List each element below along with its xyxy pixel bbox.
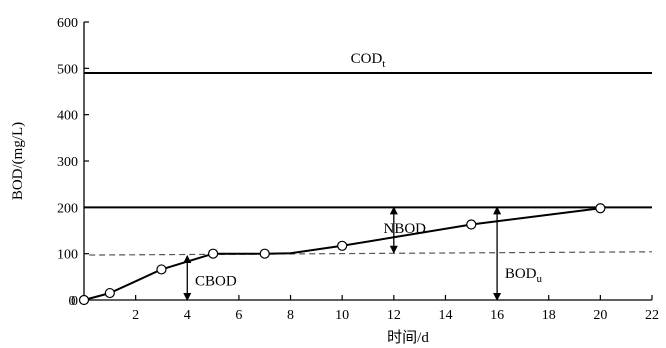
dashed-reference-line: [89, 251, 653, 256]
x-tick-label: 22: [645, 308, 659, 323]
annotations: CBOD NBOD BODu: [183, 206, 543, 301]
reference-lines: CODt: [84, 51, 653, 256]
x-axis-title: 时间/d: [387, 329, 429, 346]
x-tick-label: 6: [235, 308, 242, 323]
data-point: [466, 219, 477, 230]
data-point: [207, 248, 219, 259]
x-tick-label: 8: [287, 308, 294, 323]
y-tick-label: 600: [57, 16, 78, 31]
annotation-label: CBOD: [195, 274, 237, 290]
series: [78, 203, 606, 306]
y-tick-label: 100: [57, 248, 78, 263]
y-tick-label: 300: [57, 155, 78, 170]
x-tick-label: 18: [542, 308, 556, 323]
x-tick-label: 4: [184, 308, 191, 323]
y-tick-label: 200: [57, 201, 78, 216]
reference-line-label: CODt: [351, 51, 386, 70]
x-tick-label: 16: [490, 308, 504, 323]
data-point: [156, 264, 167, 275]
y-tick-label: 400: [57, 109, 78, 124]
x-tick-label: 12: [387, 308, 401, 323]
axis-ticks: 0 100 200 300 400 500 600 2 4 6 8 10 12 14 16 18 20 22: [57, 16, 659, 323]
x-tick-label-origin: 0: [69, 294, 76, 309]
annotation-label: NBOD: [383, 221, 426, 237]
y-axis-title: BOD/(mg/L): [10, 122, 26, 200]
x-tick-label: 10: [335, 308, 349, 323]
data-point: [337, 240, 348, 251]
x-tick-label: 20: [593, 308, 607, 323]
x-tick-label: 14: [438, 308, 452, 323]
data-point: [595, 203, 606, 214]
x-tick-label: 2: [132, 308, 139, 323]
data-point: [259, 248, 270, 259]
data-point: [104, 287, 115, 299]
data-point: [78, 294, 90, 306]
annotation-label: BODu: [505, 266, 543, 285]
y-tick-label: 0: [71, 294, 78, 309]
y-tick-label: 500: [57, 62, 78, 77]
